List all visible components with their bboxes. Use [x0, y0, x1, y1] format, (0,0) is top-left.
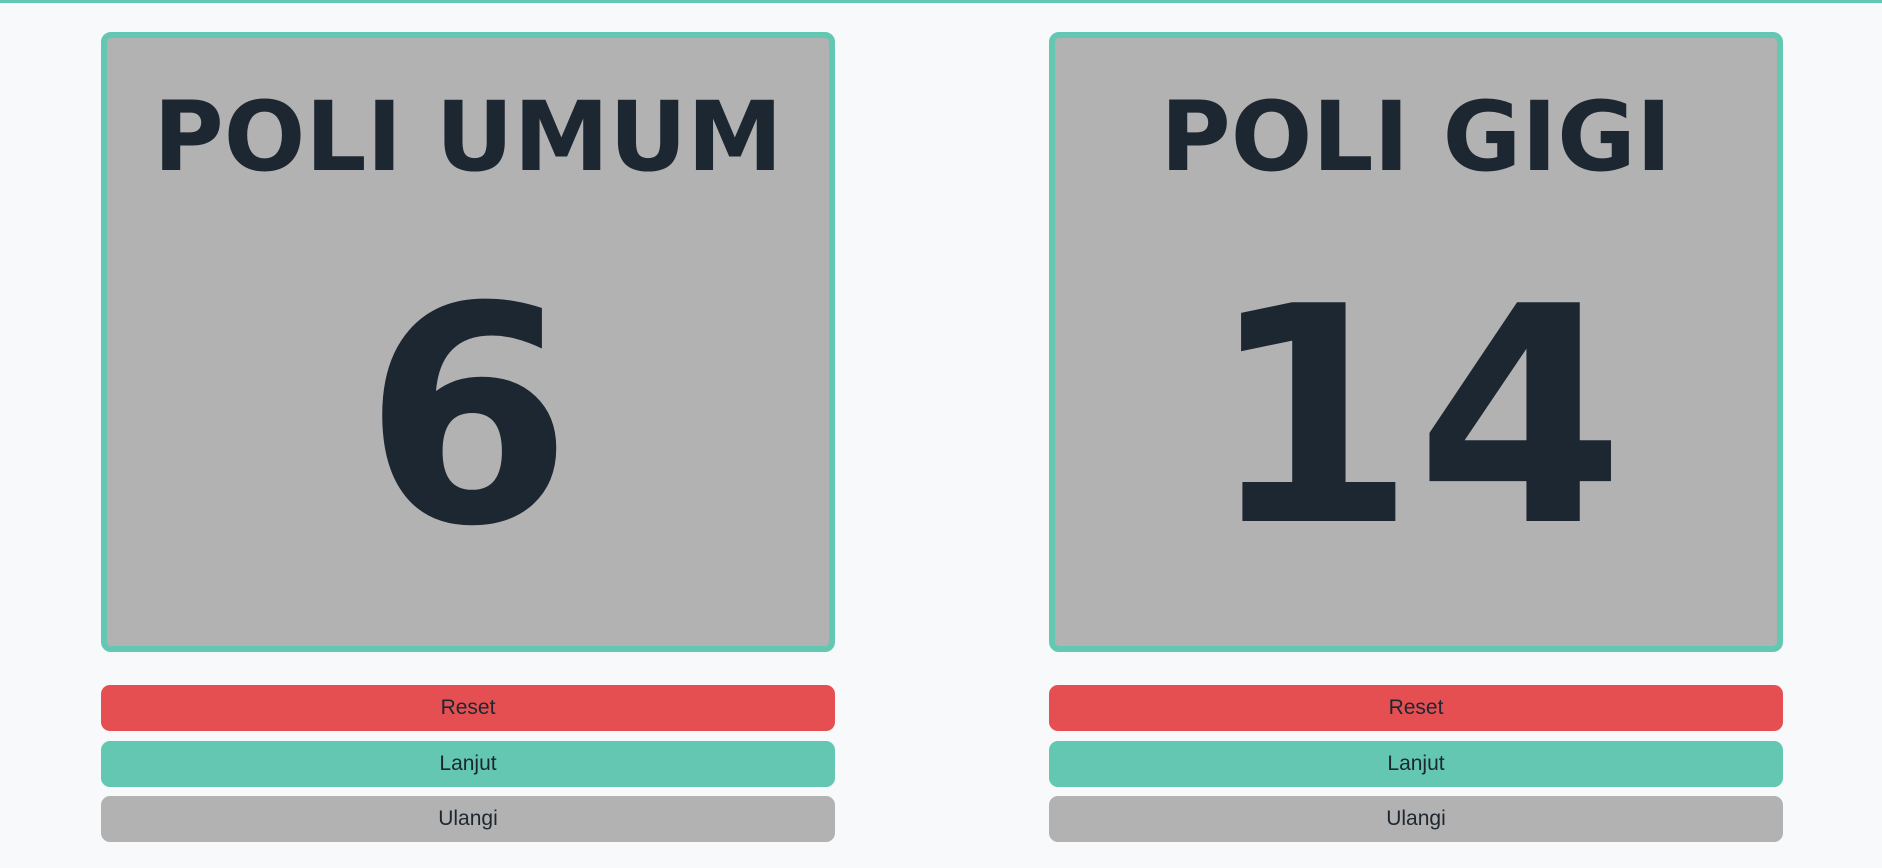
next-button[interactable]: Lanjut	[101, 741, 835, 787]
next-button[interactable]: Lanjut	[1049, 741, 1783, 787]
repeat-button[interactable]: Ulangi	[101, 796, 835, 842]
poli-title: POLI UMUM	[153, 81, 783, 193]
queue-display-poli-gigi: POLI GIGI 14	[1049, 32, 1783, 652]
poli-umum-panel: POLI UMUM 6 Reset Lanjut Ulangi	[101, 32, 835, 842]
poli-gigi-panel: POLI GIGI 14 Reset Lanjut Ulangi	[1049, 32, 1783, 842]
reset-button[interactable]: Reset	[1049, 685, 1783, 731]
repeat-button[interactable]: Ulangi	[1049, 796, 1783, 842]
queue-display-poli-umum: POLI UMUM 6	[101, 32, 835, 652]
poli-title: POLI GIGI	[1160, 81, 1672, 193]
queue-number: 6	[363, 243, 573, 592]
reset-button[interactable]: Reset	[101, 685, 835, 731]
queue-number: 14	[1207, 243, 1625, 592]
